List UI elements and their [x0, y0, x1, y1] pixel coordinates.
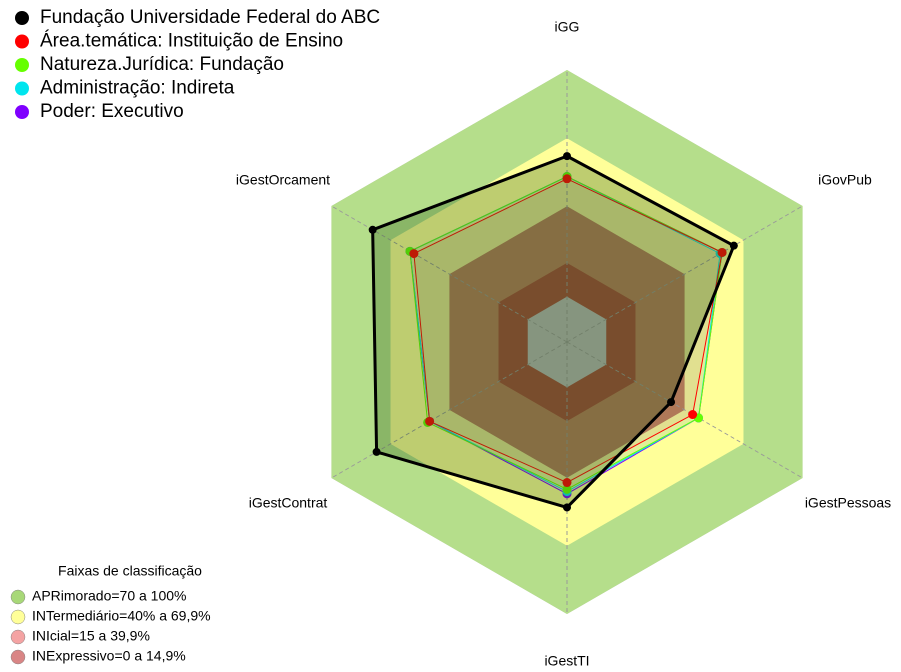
series-point — [372, 447, 381, 456]
legend-marker — [15, 105, 29, 119]
spoke — [566, 205, 803, 343]
band-legend-marker — [10, 649, 26, 665]
axis-label: iGG — [555, 19, 580, 35]
axis-label: iGovPub — [818, 172, 872, 188]
series-point — [717, 247, 727, 257]
series-point — [562, 478, 572, 488]
axis-label: iGestContrat — [249, 495, 328, 511]
series-point — [729, 241, 738, 250]
bands-title: Faixas de classificação — [58, 563, 202, 579]
legend-label: Área.temática: Instituição de Ensino — [40, 31, 343, 52]
legend-label: Administração: Indireta — [40, 78, 235, 99]
series-point — [667, 398, 676, 407]
legend-marker — [15, 11, 29, 25]
band-legend-marker — [10, 609, 26, 625]
spoke — [566, 341, 803, 479]
series-point — [409, 249, 419, 259]
band-legend-label: INTermediário=40% a 69,9% — [32, 608, 211, 624]
series-point — [562, 174, 572, 184]
legend-label: Fundação Universidade Federal do ABC — [40, 7, 380, 28]
legend-marker — [15, 34, 29, 49]
spoke — [331, 341, 568, 479]
series-point — [563, 503, 571, 512]
band-legend-marker — [10, 589, 26, 605]
band-legend-label: APRimorado=70 a 100% — [32, 588, 187, 604]
series-point — [562, 484, 572, 494]
legend-marker — [15, 81, 29, 96]
legend-label: Natureza.Jurídica: Fundação — [40, 54, 284, 75]
series-point — [563, 152, 571, 161]
band-legend-label: INIcial=15 a 39,9% — [32, 628, 150, 644]
band-legend-label: INExpressivo=0 a 14,9% — [32, 648, 186, 664]
axis-label: iGestOrcament — [236, 172, 330, 188]
axis-label: iGestTI — [544, 653, 589, 669]
series-point — [425, 416, 435, 426]
series-point — [688, 410, 698, 420]
series-point — [368, 225, 377, 234]
axis-label: iGestPessoas — [805, 495, 891, 511]
legend-label: Poder: Executivo — [40, 101, 184, 122]
band-legend-marker — [10, 629, 26, 645]
legend-marker — [15, 58, 29, 72]
